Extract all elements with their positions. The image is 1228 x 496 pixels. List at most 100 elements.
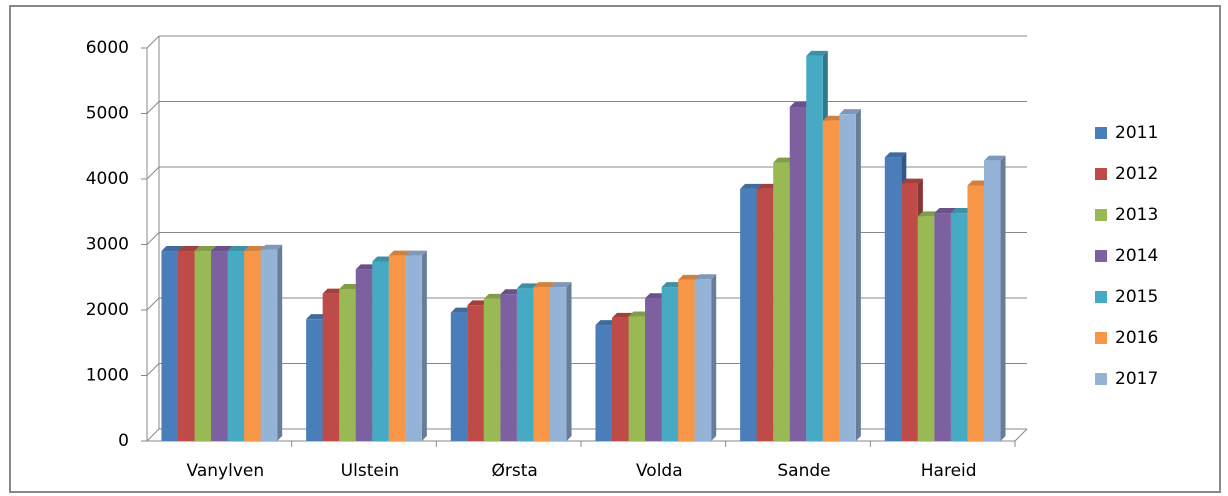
bar [917,216,935,441]
bar-top [500,289,522,295]
bar [405,255,422,441]
bar-top [773,157,795,163]
bar [628,316,646,441]
bar-top [550,282,572,288]
grid-diagonal [146,297,160,311]
legend-swatch [1095,373,1107,385]
legend-label: 2015 [1115,287,1158,307]
bar-side [277,244,283,441]
bar-top [628,311,651,317]
bar-top [967,180,989,186]
bar [550,287,567,441]
bar [694,279,712,441]
bar [260,249,278,441]
legend-swatch [1095,291,1107,303]
bar-top [756,183,779,189]
legend-label: 2011 [1115,123,1158,143]
legend-swatch [1095,168,1107,180]
grid-diagonal [146,35,160,49]
bar-top [178,246,200,252]
floor-edge [1014,428,1028,442]
bar-top [450,307,473,313]
bar-side [421,250,427,441]
bar-top [516,283,539,289]
bar [595,325,612,441]
bar-top [917,211,940,217]
bar [483,298,501,441]
legend-swatch [1095,209,1107,221]
y-tick-label: 2000 [86,300,129,320]
bar [740,188,757,441]
legend-label: 2014 [1115,246,1158,266]
y-tick-label: 1000 [86,366,129,386]
y-tick-label: 6000 [86,38,129,58]
bar-top [211,246,233,252]
bar [500,294,517,441]
bar-top [645,293,667,299]
legend-label: 2013 [1115,205,1158,225]
bar [645,298,662,441]
bar-side [566,282,572,441]
bar-top [839,109,861,115]
bar-top [161,246,183,252]
bar-top [372,256,394,262]
bar-top [934,208,956,214]
legend-label: 2017 [1115,369,1158,389]
bar [661,287,679,441]
bar [533,287,550,441]
x-tick-label: Sande [777,461,830,481]
grid-diagonal [146,232,160,245]
legend-swatch [1095,127,1107,139]
x-tick-label: Ulstein [341,461,400,481]
y-tick-label: 4000 [86,169,129,189]
bar [161,251,178,441]
bar [901,183,918,441]
bar [322,293,340,441]
bar-top [901,178,923,184]
legend-label: 2012 [1115,164,1158,184]
bar-top [244,246,266,252]
bar-top [678,274,700,280]
bar [967,185,984,441]
bar [756,188,774,441]
bar-top [595,320,617,326]
x-tick-label: Vanylven [187,461,265,481]
bar-top [306,314,328,320]
legend-label: 2016 [1115,328,1158,348]
bar-top [483,293,506,299]
bar-top [984,155,1006,161]
grid-diagonal [146,166,160,180]
bar-top [339,284,361,290]
bar [612,317,629,441]
bar [789,106,807,441]
bar-side [855,109,861,441]
bar [388,255,406,441]
x-tick-label: Hareid [921,461,977,481]
bar [806,55,823,442]
bar [178,251,195,441]
bar-top [260,244,283,250]
bar [450,312,468,441]
bar [950,213,968,441]
bar-side [1000,155,1006,441]
bar-top [322,288,345,294]
bar [822,120,840,441]
bar-top [740,183,762,189]
bar-top [661,282,684,288]
y-tick-label: 5000 [86,104,129,124]
bar [372,261,389,441]
bar-top [194,246,217,252]
bar-top [694,274,717,280]
x-tick-label: Ørsta [492,461,538,481]
legend-swatch [1095,250,1107,262]
bar [467,305,484,441]
bar [839,114,856,441]
grid-diagonal [146,428,160,442]
bar-top [467,300,489,306]
bar-side [711,274,717,441]
bar [244,251,261,441]
bar-top [884,152,907,158]
bar-top [227,246,250,252]
bar [934,213,951,441]
